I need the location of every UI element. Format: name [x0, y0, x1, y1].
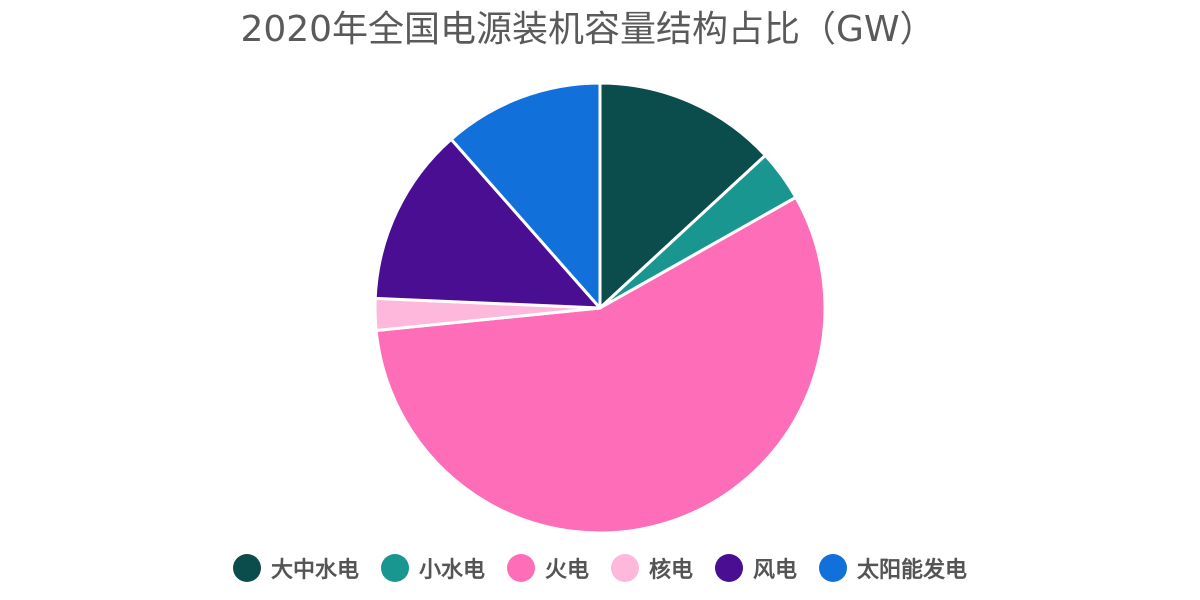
- legend-swatch: [611, 554, 639, 582]
- legend-item[interactable]: 核电: [611, 552, 693, 584]
- pie-slices: [373, 81, 827, 535]
- legend-swatch: [819, 554, 848, 582]
- chart-title: 2020年全国电源装机容量结构占比（GW）: [240, 9, 936, 50]
- legend-label: 火电: [544, 558, 589, 583]
- legend-label: 太阳能发电: [857, 558, 968, 583]
- legend-label: 小水电: [418, 558, 485, 583]
- legend-item[interactable]: 小水电: [380, 552, 485, 584]
- legend-item[interactable]: 大中水电: [232, 552, 359, 584]
- pie-slice-1[interactable]: [598, 81, 767, 310]
- legend-swatch: [380, 554, 409, 582]
- legend-label: 风电: [753, 558, 798, 583]
- legend: 大中水电 小水电 火电 核电 风电 太阳能发电: [0, 546, 1200, 590]
- legend-label: 核电: [649, 558, 694, 583]
- pie-slice-5[interactable]: [373, 137, 602, 310]
- legend-swatch: [232, 554, 261, 582]
- legend-item[interactable]: 太阳能发电: [819, 552, 967, 584]
- legend-swatch: [506, 554, 535, 582]
- legend-swatch: [715, 554, 744, 582]
- legend-item[interactable]: 风电: [715, 552, 797, 584]
- legend-item[interactable]: 火电: [506, 552, 589, 584]
- pie-slice-3[interactable]: [374, 195, 827, 535]
- legend-label: 大中水电: [270, 558, 359, 583]
- pie-slice-6[interactable]: [449, 81, 602, 310]
